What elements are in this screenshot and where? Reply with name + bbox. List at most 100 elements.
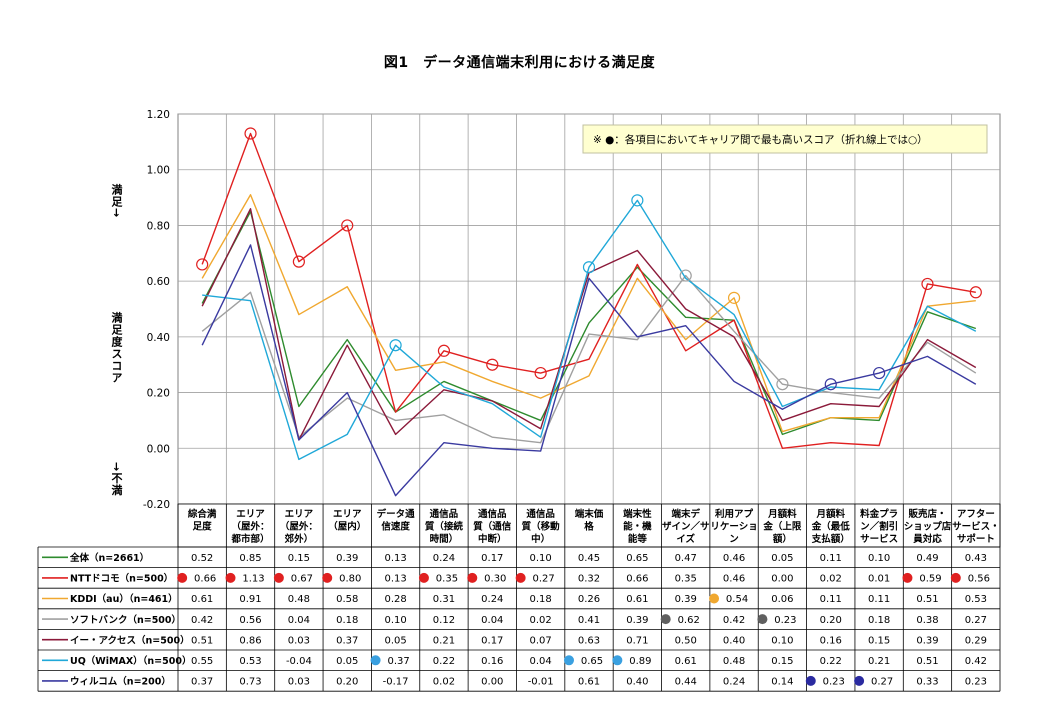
table-cell: 0.02: [530, 615, 552, 626]
table-cell: 0.67: [291, 574, 313, 585]
table-cell: 0.13: [384, 553, 406, 564]
table-cell: 0.23: [965, 677, 987, 688]
table-cell: 0.28: [384, 594, 406, 605]
table-cell: 0.00: [481, 677, 503, 688]
table-cell: 0.23: [774, 615, 796, 626]
best-dot: [418, 572, 429, 583]
best-marker: [486, 358, 499, 371]
category-label: 月額料金（上限額）: [762, 508, 802, 545]
table-cell: 0.04: [288, 615, 310, 626]
table-cell: 0.48: [723, 656, 745, 667]
series-name: イー・アクセス（n=500）: [70, 634, 190, 646]
table-cell: 0.56: [968, 574, 990, 585]
category-label: 綜合満足度: [188, 508, 217, 533]
series-line-3: [201, 274, 977, 444]
best-marker: [244, 127, 257, 140]
best-dot: [225, 572, 236, 583]
category-label: データ通信速度: [377, 508, 416, 533]
table-cell: 0.46: [723, 553, 745, 564]
table-cell: 0.31: [433, 594, 455, 605]
table-row: 全体（n=2661） 0.52 0.85 0.15 0.39 0.13 0.24 0.17 0.…: [42, 552, 987, 564]
table-cell: 0.03: [288, 635, 310, 646]
table-cell: 0.37: [387, 656, 409, 667]
best-dot: [515, 572, 526, 583]
series-line-5: [202, 199, 977, 461]
table-cell: 0.15: [288, 553, 310, 564]
table-cell: 0.71: [626, 635, 648, 646]
table-cell: 0.21: [868, 656, 890, 667]
table-cell: 0.35: [436, 574, 458, 585]
table-cell: 0.10: [530, 553, 552, 564]
table-cell: 0.56: [239, 615, 261, 626]
table-cell: 0.05: [336, 656, 358, 667]
table-cell: 0.52: [191, 553, 213, 564]
table-cell: 0.86: [239, 635, 261, 646]
category-label: 料金プラン／割引サービス: [860, 508, 898, 545]
series-name: UQ（WiMAX）（n=500）: [70, 655, 191, 667]
table-cell: 0.05: [384, 635, 406, 646]
table-cell: 0.61: [626, 594, 648, 605]
table-cell: 0.11: [868, 594, 890, 605]
table-cell: 0.01: [868, 574, 890, 585]
y-tick-label: -0.20: [143, 499, 170, 511]
table-cell: 0.33: [916, 677, 938, 688]
table-cell: 0.55: [191, 656, 213, 667]
best-marker: [727, 291, 741, 304]
table-cell: 0.27: [533, 574, 555, 585]
series-line-2: [201, 194, 976, 433]
table-cell: 0.39: [675, 594, 697, 605]
plot-area: [177, 113, 1001, 505]
table-cell: 0.91: [239, 594, 261, 605]
series-line-6: [201, 244, 977, 497]
y-tick-label: 0.60: [147, 276, 170, 288]
y-axis-label-bottom: →不満: [110, 462, 123, 497]
table-cell: 0.40: [626, 677, 648, 688]
table-cell: 0.54: [726, 594, 748, 605]
best-dot: [370, 655, 381, 666]
table-cell: 0.61: [578, 677, 600, 688]
best-marker: [679, 269, 692, 282]
table-cell: 0.73: [239, 677, 261, 688]
category-label: アフターサービス・サポート: [952, 508, 1000, 545]
table-cell: 0.39: [916, 635, 938, 646]
category-label: 通信品質（接続時間）: [425, 508, 464, 545]
table-cell: 0.41: [578, 615, 600, 626]
best-dot: [660, 614, 671, 625]
table-cell: 0.89: [629, 656, 651, 667]
note-text: ※ ●：各項目においてキャリア間で最も高いスコア（折れ線上では○）: [593, 133, 928, 146]
best-dot: [757, 614, 768, 625]
table-cell: 0.17: [481, 553, 503, 564]
table-cell: 0.03: [288, 677, 310, 688]
table-row: NTTドコモ（n=500） 0.66 1.13 0.67 0.80 0.13 0.35 0.3…: [42, 573, 990, 585]
series-name: 全体（n=2661）: [69, 552, 149, 564]
table-cell: 0.10: [868, 553, 890, 564]
best-dot: [322, 572, 333, 583]
table-cell: 0.00: [771, 574, 793, 585]
table-cell: 0.15: [771, 656, 793, 667]
y-tick-label: 0.80: [147, 220, 170, 232]
table-cell: 0.35: [675, 574, 697, 585]
table-cell: 0.45: [578, 553, 600, 564]
table-row: UQ（WiMAX）（n=500） 0.55 0.53 -0.04 0.05 0.37 0.2…: [42, 655, 987, 667]
table-cell: 0.51: [191, 635, 213, 646]
table-cell: 0.32: [578, 574, 600, 585]
table-cell: 0.39: [626, 615, 648, 626]
table-cell: 0.51: [916, 594, 938, 605]
series-name: ウィルコム（n=200）: [70, 676, 171, 688]
table-cell: 0.48: [288, 594, 310, 605]
category-label: 利用アプリケーション: [710, 508, 757, 545]
table-cell: 0.85: [239, 553, 261, 564]
category-label: 通信品質（移動中）: [522, 508, 561, 545]
series-name: ソフトバンク（n=500）: [70, 614, 181, 626]
table-cell: -0.01: [528, 677, 554, 688]
annotation-note: ※ ●：各項目においてキャリア間で最も高いスコア（折れ線上では○）: [582, 124, 988, 154]
table-cell: 0.22: [820, 656, 842, 667]
chart-title: 図1 データ通信端末利用における満足度: [383, 55, 656, 71]
table-cell: 0.06: [771, 594, 793, 605]
category-label: 月額料金（最低支払額）: [811, 508, 851, 545]
table-cell: 0.49: [916, 553, 938, 564]
best-dot: [805, 675, 816, 686]
best-dot: [273, 572, 284, 583]
table-cell: 0.46: [723, 574, 745, 585]
